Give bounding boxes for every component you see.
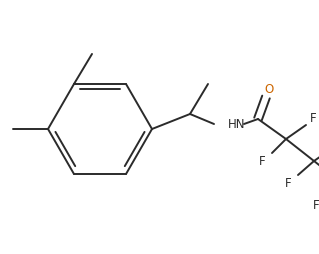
Text: F: F xyxy=(285,177,291,190)
Text: O: O xyxy=(264,83,274,96)
Text: F: F xyxy=(259,155,265,168)
Text: HN: HN xyxy=(228,118,246,131)
Text: F: F xyxy=(310,112,316,125)
Text: F: F xyxy=(313,199,319,212)
